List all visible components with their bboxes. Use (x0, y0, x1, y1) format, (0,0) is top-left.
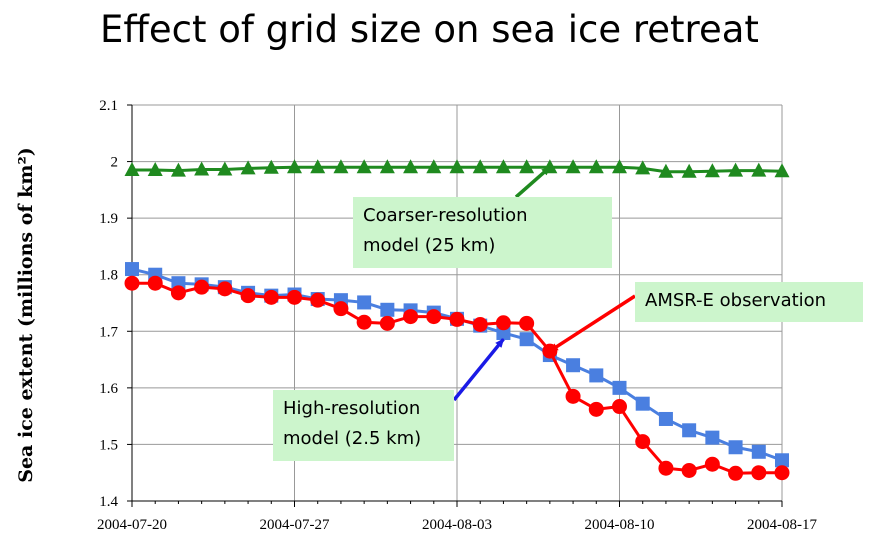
data-point-square (612, 380, 627, 395)
data-point-triangle (263, 159, 279, 174)
callout-line: model (2.5 km) (283, 428, 422, 449)
data-point-square (380, 302, 395, 317)
data-point-triangle (565, 159, 581, 174)
data-point-circle (147, 275, 163, 291)
data-point-square (775, 453, 789, 468)
data-point-triangle (333, 159, 349, 174)
callout-line: High-resolution (283, 398, 421, 419)
data-point-triangle (635, 160, 651, 175)
data-point-circle (124, 275, 140, 291)
data-point-triangle (449, 159, 465, 174)
callout-amsr-e: AMSR-E observation (635, 282, 863, 322)
y-tick-label: 1.8 (99, 268, 118, 284)
data-point-triangle (240, 160, 256, 175)
data-point-triangle (751, 162, 767, 177)
data-point-square (496, 325, 511, 340)
data-point-square (728, 440, 743, 455)
data-point-circle (519, 315, 535, 331)
data-point-triangle (681, 163, 697, 178)
annotation-arrow (514, 165, 552, 199)
data-point-triangle (519, 159, 535, 174)
data-point-circle (379, 315, 395, 331)
data-point-circle (612, 399, 627, 415)
callout-line: Coarser-resolution (363, 205, 528, 226)
y-tick-label: 1.4 (99, 494, 118, 510)
x-tick-label: 2004-08-17 (747, 517, 817, 533)
y-tick-label: 2.1 (99, 98, 118, 114)
data-point-circle (728, 465, 744, 481)
callout-high-resolution: High-resolution model (2.5 km) (273, 390, 454, 461)
data-point-triangle (217, 161, 233, 176)
data-point-circle (495, 315, 511, 331)
data-point-circle (635, 434, 651, 450)
data-point-triangle (495, 159, 511, 174)
data-point-circle (681, 462, 697, 478)
data-point-triangle (588, 159, 604, 174)
annotation-arrow (452, 338, 505, 402)
data-point-square (705, 430, 720, 445)
data-point-triangle (658, 163, 674, 178)
x-tick-label: 2004-07-27 (260, 517, 330, 533)
y-tick-label: 1.5 (99, 437, 118, 453)
data-point-square (566, 358, 581, 373)
data-point-square (519, 332, 534, 347)
data-point-circle (240, 288, 256, 304)
callout-line: model (25 km) (363, 235, 496, 256)
y-tick-label: 2 (111, 155, 119, 171)
x-tick-label: 2004-07-20 (97, 517, 167, 533)
data-point-circle (263, 289, 279, 305)
data-point-circle (403, 309, 419, 325)
data-point-triangle (774, 163, 790, 178)
data-point-circle (170, 285, 186, 301)
data-point-square (125, 262, 139, 277)
annotation-arrow (548, 294, 636, 353)
data-point-circle (472, 316, 488, 332)
series-circle (124, 275, 790, 481)
data-point-triangle (356, 159, 372, 174)
data-point-circle (310, 292, 326, 308)
y-tick-label: 1.9 (99, 211, 118, 227)
data-point-triangle (170, 162, 186, 177)
data-point-triangle (472, 159, 488, 174)
data-point-square (751, 444, 766, 459)
data-point-circle (751, 465, 767, 481)
series-triangle (124, 159, 790, 178)
data-point-square (589, 368, 604, 383)
callout-line: AMSR-E observation (645, 290, 827, 311)
callout-coarser-resolution: Coarser-resolution model (25 km) (353, 197, 612, 268)
data-point-triangle (310, 159, 326, 174)
chart-title: Effect of grid size on sea ice retreat (100, 8, 759, 51)
data-point-triangle (704, 163, 720, 178)
data-point-triangle (426, 159, 442, 174)
data-point-square (357, 295, 372, 310)
data-point-circle (287, 289, 302, 305)
data-point-circle (588, 401, 604, 417)
data-point-circle (704, 456, 720, 472)
x-tick-label: 2004-08-10 (585, 517, 655, 533)
data-point-triangle (612, 159, 627, 174)
data-point-square (682, 423, 697, 438)
data-point-circle (356, 314, 372, 330)
data-point-triangle (728, 162, 744, 177)
data-point-triangle (379, 159, 395, 174)
data-point-circle (449, 311, 465, 327)
data-point-circle (658, 460, 674, 476)
y-tick-label: 1.7 (99, 324, 118, 340)
data-point-circle (774, 465, 790, 481)
y-tick-label: 1.6 (99, 381, 118, 397)
data-point-circle (217, 281, 233, 297)
data-point-circle (426, 309, 442, 325)
data-point-circle (333, 301, 349, 317)
data-point-circle (194, 279, 210, 295)
data-point-triangle (403, 159, 419, 174)
data-point-square (658, 411, 673, 426)
data-point-triangle (147, 162, 163, 177)
data-point-triangle (194, 161, 210, 176)
data-point-triangle (124, 162, 140, 177)
data-point-circle (565, 388, 581, 404)
data-point-square (635, 396, 650, 411)
data-point-triangle (287, 159, 302, 174)
x-tick-label: 2004-08-03 (422, 517, 492, 533)
